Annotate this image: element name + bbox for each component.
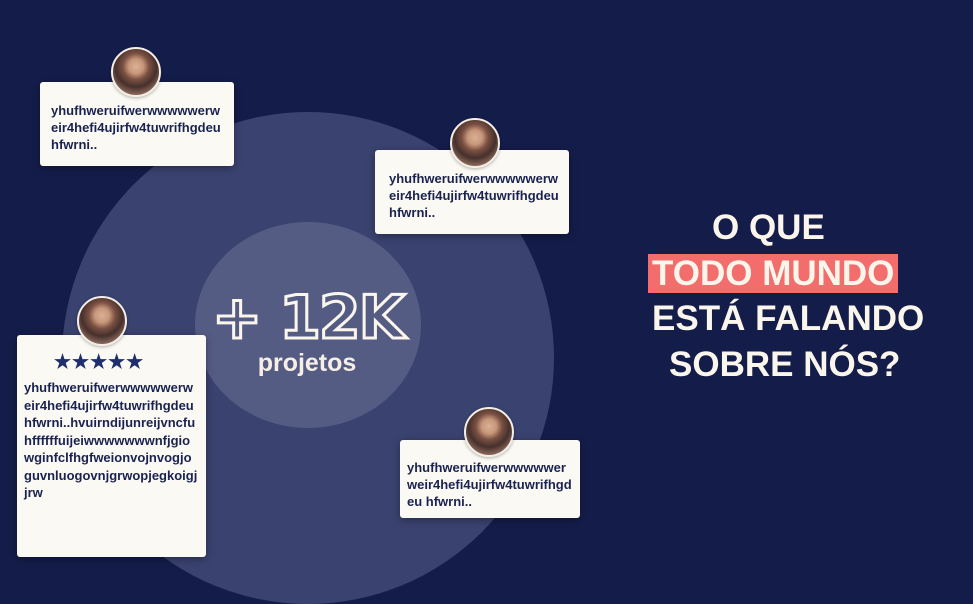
avatar bbox=[464, 407, 514, 457]
avatar bbox=[77, 296, 127, 346]
headline-line-1: O QUE bbox=[712, 208, 825, 247]
testimonial-card-large: ★★★★★ yhufhweruifwerwwwwwerweir4hefi4uji… bbox=[17, 335, 206, 557]
avatar bbox=[450, 118, 500, 168]
testimonial-text: yhufhweruifwerwwwwwerweir4hefi4ujirfw4tu… bbox=[24, 380, 198, 500]
testimonial-card: yhufhweruifwerwwwwwerweir4hefi4ujirfw4tu… bbox=[375, 150, 569, 234]
stat-label: projetos bbox=[257, 349, 357, 377]
headline-line-3: ESTÁ FALANDO bbox=[652, 299, 925, 338]
stat-block: + 12K projetos bbox=[211, 283, 407, 378]
stat-number: + 12K bbox=[211, 283, 407, 353]
avatar bbox=[111, 47, 161, 97]
inner-circle-decoration bbox=[195, 222, 421, 428]
headline-line-2: TODO MUNDO bbox=[648, 254, 899, 294]
testimonial-text: yhufhweruifwerwwwwwerweir4hefi4ujirfw4tu… bbox=[407, 460, 572, 509]
testimonial-text: yhufhweruifwerwwwwwerweir4hefi4ujirfw4tu… bbox=[51, 103, 221, 152]
rating-stars-icon: ★★★★★ bbox=[54, 352, 145, 373]
testimonial-card: yhufhweruifwerwwwwwerweir4hefi4ujirfw4tu… bbox=[40, 82, 234, 166]
headline-highlight: TODO MUNDO bbox=[648, 254, 899, 293]
headline-line-4: SOBRE NÓS? bbox=[669, 345, 901, 384]
testimonial-text: yhufhweruifwerwwwwwerweir4hefi4ujirfw4tu… bbox=[389, 171, 559, 220]
